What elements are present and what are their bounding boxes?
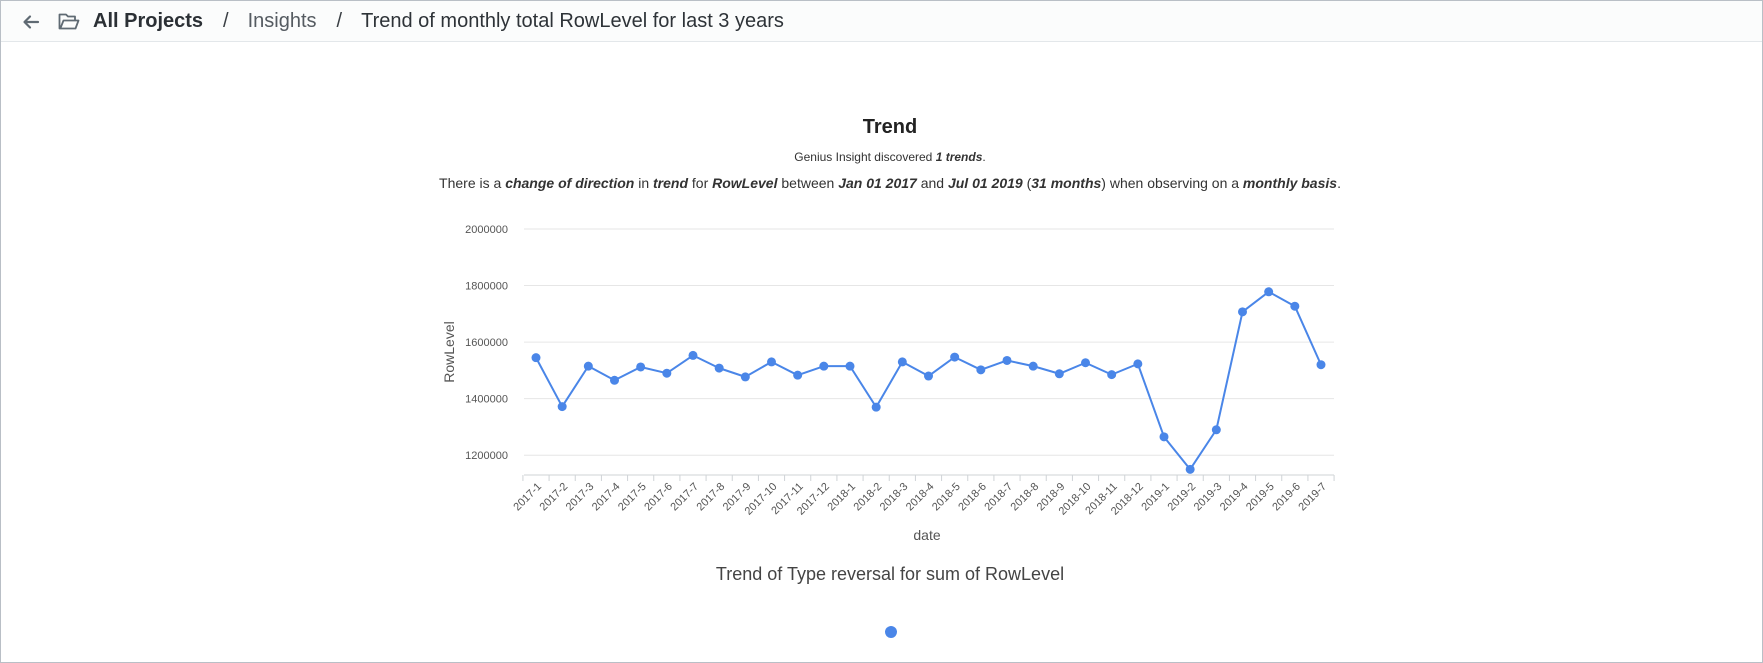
- x-axis-label: date: [913, 527, 940, 543]
- desc-text: for: [688, 175, 713, 191]
- x-tick-label: 2018-4: [904, 481, 937, 514]
- folder-open-icon: [58, 12, 80, 32]
- x-tick-label: 2019-3: [1192, 481, 1225, 514]
- data-point: [1238, 307, 1247, 317]
- breadcrumb: All Projects / Insights / Trend of month…: [93, 1, 784, 42]
- x-tick-label: 2018-2: [852, 481, 885, 514]
- desc-emphasis: monthly basis: [1242, 175, 1338, 191]
- data-point: [793, 370, 803, 380]
- data-point: [1028, 361, 1038, 371]
- data-point: [662, 368, 672, 378]
- data-point: [924, 371, 933, 381]
- x-tick-label: 2018-8: [1009, 481, 1042, 514]
- desc-text: There is a: [439, 175, 506, 191]
- insight-description: There is a change of direction in trend …: [1, 175, 1763, 191]
- x-tick-label: 2019-4: [1218, 481, 1251, 514]
- desc-text: between: [777, 175, 839, 191]
- data-point: [819, 361, 829, 371]
- x-tick-label: 2017-8: [695, 481, 728, 514]
- data-point: [1185, 464, 1195, 474]
- x-tick-label: 2017-1: [511, 481, 544, 514]
- x-tick-label: 2017-7: [668, 481, 701, 514]
- data-point: [1002, 355, 1012, 365]
- subtitle-text: Genius Insight discovered: [794, 150, 936, 164]
- data-point: [976, 365, 986, 375]
- data-point: [531, 353, 541, 363]
- desc-emphasis: change of direction: [505, 175, 635, 191]
- data-point: [950, 352, 960, 362]
- x-tick-label: 2017-6: [642, 481, 675, 514]
- x-tick-label: 2017-4: [590, 481, 623, 514]
- x-tick-label: 2018-5: [930, 481, 963, 514]
- x-tick-label: 2017-5: [616, 481, 649, 514]
- desc-text: ) when observing on a: [1101, 175, 1243, 191]
- data-point: [610, 375, 619, 385]
- data-point: [740, 372, 750, 382]
- y-tick-label: 2000000: [465, 224, 508, 236]
- breadcrumb-bar: All Projects / Insights / Trend of month…: [1, 1, 1762, 42]
- carousel-page-dot[interactable]: [885, 626, 897, 638]
- y-tick-label: 1600000: [465, 337, 508, 349]
- breadcrumb-all-projects[interactable]: All Projects: [93, 10, 204, 32]
- data-point: [1107, 370, 1117, 380]
- y-tick-label: 1800000: [465, 281, 508, 293]
- data-point: [1290, 301, 1300, 311]
- data-point: [871, 402, 881, 412]
- data-point: [636, 362, 646, 372]
- subtitle-count: 1 trends: [935, 150, 983, 164]
- breadcrumb-separator: /: [336, 10, 343, 32]
- data-point: [767, 357, 776, 367]
- data-point: [557, 402, 567, 412]
- x-tick-label: 2019-7: [1296, 481, 1329, 514]
- desc-emphasis: RowLevel: [712, 175, 778, 191]
- data-point: [1264, 287, 1274, 297]
- desc-text: .: [1337, 175, 1341, 191]
- subtitle-suffix: .: [982, 150, 986, 164]
- breadcrumb-insights[interactable]: Insights: [247, 10, 317, 32]
- back-button[interactable]: [20, 11, 42, 33]
- data-point: [714, 363, 724, 373]
- desc-emphasis: Jan 01 2017: [838, 175, 917, 191]
- x-tick-label: 2018-7: [982, 481, 1015, 514]
- data-point: [1159, 432, 1169, 442]
- data-point: [845, 361, 855, 371]
- y-tick-label: 1400000: [465, 394, 508, 406]
- x-tick-label: 2019-5: [1244, 481, 1277, 514]
- y-tick-label: 1200000: [465, 450, 508, 462]
- desc-text: in: [634, 175, 653, 191]
- x-tick-label: 2017-3: [564, 481, 597, 514]
- breadcrumb-separator: /: [223, 10, 229, 32]
- data-point: [1316, 360, 1326, 370]
- insight-subtitle: Genius Insight discovered 1 trends.: [1, 150, 1763, 164]
- desc-emphasis: 31 months: [1031, 175, 1102, 191]
- desc-text: (: [1022, 175, 1032, 191]
- data-point: [1081, 358, 1090, 368]
- desc-text: and: [916, 175, 948, 191]
- x-tick-label: 2019-2: [1166, 481, 1199, 514]
- x-tick-label: 2018-1: [825, 481, 858, 514]
- data-point: [583, 361, 593, 371]
- data-point: [897, 357, 907, 367]
- chart-caption: Trend of Type reversal for sum of RowLev…: [715, 564, 1065, 584]
- x-tick-label: 2018-3: [878, 481, 911, 514]
- data-point: [1133, 359, 1143, 369]
- insight-title: Trend: [862, 116, 918, 138]
- x-tick-label: 2017-2: [538, 481, 571, 514]
- series-line: [535, 290, 1322, 471]
- desc-emphasis: Jul 01 2019: [947, 175, 1023, 191]
- x-tick-label: 2019-6: [1270, 481, 1303, 514]
- arrow-left-icon: [23, 15, 40, 29]
- data-point: [1211, 425, 1221, 435]
- data-point: [1054, 369, 1064, 379]
- breadcrumb-current-page: Trend of monthly total RowLevel for last…: [361, 10, 784, 32]
- y-axis-label: RowLevel: [441, 321, 457, 382]
- data-point: [688, 350, 698, 360]
- desc-emphasis: trend: [653, 175, 688, 191]
- x-tick-label: 2019-1: [1139, 481, 1172, 514]
- x-tick-label: 2018-6: [956, 481, 989, 514]
